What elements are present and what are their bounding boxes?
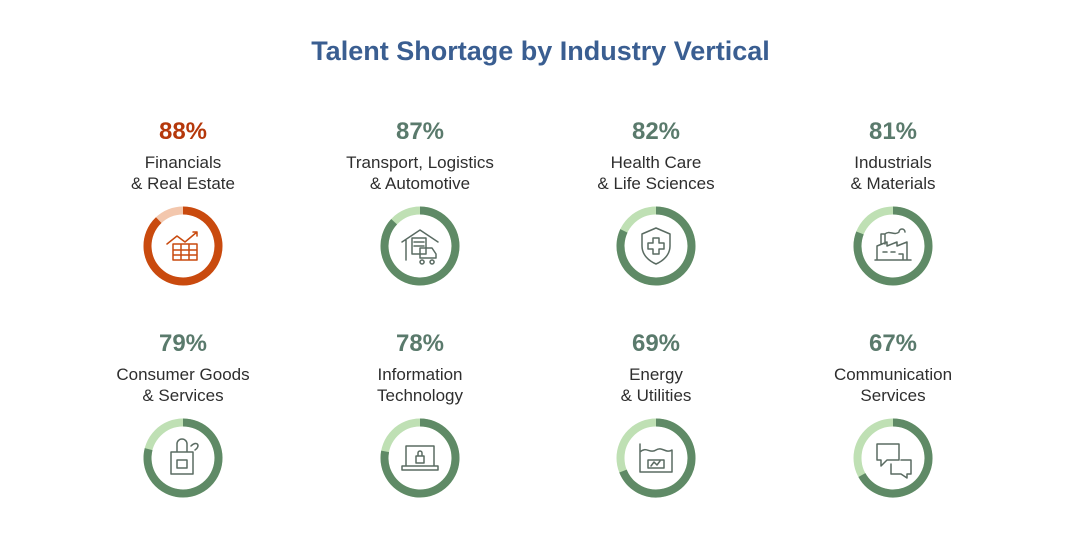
- ring-arc: [858, 418, 933, 498]
- value-label: 81%: [868, 118, 918, 145]
- icon: [401, 445, 439, 471]
- ring-arc: [616, 206, 696, 286]
- category-label: Financials & Real Estate: [131, 153, 235, 193]
- icon: [170, 438, 199, 475]
- icon: [874, 228, 912, 261]
- ring-arc: [619, 418, 696, 498]
- category-label: Industrials & Materials: [850, 153, 936, 193]
- category-label: Transport, Logistics & Automotive: [346, 153, 494, 193]
- icon: [876, 443, 912, 479]
- category-label: Information Technology: [376, 365, 463, 405]
- ring-arc: [143, 206, 223, 286]
- ring-arc: [853, 206, 933, 286]
- category-label: Health Care & Life Sciences: [597, 153, 715, 193]
- value-label: 67%: [868, 330, 918, 357]
- ring-arc: [380, 206, 460, 286]
- category-label: Consumer Goods & Services: [116, 365, 250, 405]
- category-label: Energy & Utilities: [620, 365, 692, 405]
- icon: [401, 229, 439, 265]
- value-label: 78%: [395, 330, 445, 357]
- value-label: 79%: [158, 330, 208, 357]
- icon: [641, 227, 671, 265]
- chart-title: Talent Shortage by Industry Vertical: [311, 36, 770, 66]
- value-label: 88%: [158, 118, 208, 145]
- category-label: Communication Services: [833, 365, 953, 405]
- value-label: 87%: [395, 118, 445, 145]
- value-label: 82%: [631, 118, 681, 145]
- icon: [166, 231, 198, 261]
- ring-arc: [380, 418, 460, 498]
- ring-arc: [143, 418, 223, 498]
- value-label: 69%: [631, 330, 681, 357]
- icon: [639, 443, 673, 473]
